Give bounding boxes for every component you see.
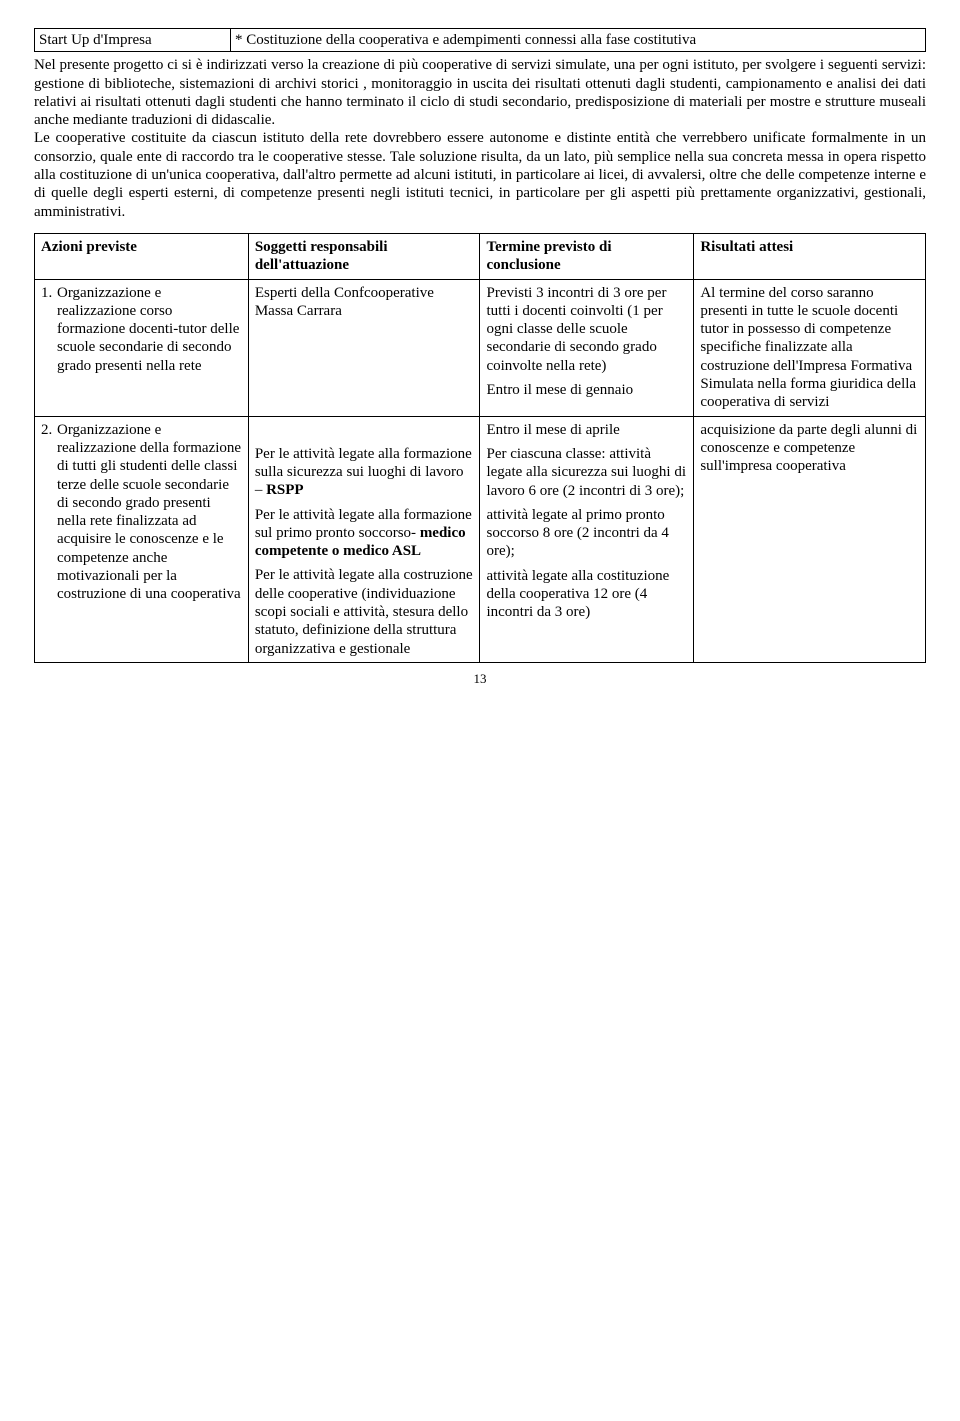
top-table: Start Up d'Impresa * Costituzione della … <box>34 28 926 52</box>
page-number: 13 <box>34 671 926 687</box>
header-soggetti: Soggetti responsabili dell'attuazione <box>248 233 480 279</box>
row2-sog-a: Per le attività legate alla formazione s… <box>255 445 474 500</box>
table-row: 1. Organizzazione e realizzazione corso … <box>35 279 926 416</box>
row2-risultati: acquisizione da parte degli alunni di co… <box>694 416 926 662</box>
row2-term-c: attività legate al primo pronto soccorso… <box>486 506 687 561</box>
header-azioni: Azioni previste <box>35 233 249 279</box>
row1-soggetti: Esperti della Confcooperative Massa Carr… <box>248 279 480 416</box>
row1-termine-b: Entro il mese di gennaio <box>486 381 687 399</box>
row1-azione: Organizzazione e realizzazione corso for… <box>57 284 242 375</box>
row2-term-b: Per ciascuna classe: attività legate all… <box>486 445 687 500</box>
paragraph-1: Nel presente progetto ci si è indirizzat… <box>34 57 926 128</box>
header-termine: Termine previsto di conclusione <box>480 233 694 279</box>
row2-sog-b: Per le attività legate alla formazione s… <box>255 506 474 561</box>
paragraph-2: Le cooperative costituite da ciascun ist… <box>34 130 926 219</box>
row1-risultati: Al termine del corso saranno presenti in… <box>694 279 926 416</box>
row2-term-a: Entro il mese di aprile <box>486 421 687 439</box>
row1-termine-a: Previsti 3 incontri di 3 ore per tutti i… <box>486 284 687 375</box>
top-table-left: Start Up d'Impresa <box>35 29 231 52</box>
row2-sog-c: Per le attività legate alla costruzione … <box>255 566 474 657</box>
actions-table: Azioni previste Soggetti responsabili de… <box>34 233 926 663</box>
paragraph-block: Nel presente progetto ci si è indirizzat… <box>34 56 926 221</box>
row2-term-d: attività legate alla costituzione della … <box>486 567 687 622</box>
row1-number: 1. <box>41 284 57 375</box>
row2-azione: Organizzazione e realizzazione della for… <box>57 421 242 604</box>
header-risultati: Risultati attesi <box>694 233 926 279</box>
table-row: 2. Organizzazione e realizzazione della … <box>35 416 926 662</box>
top-table-right: * Costituzione della cooperativa e ademp… <box>231 29 926 52</box>
row2-number: 2. <box>41 421 57 604</box>
